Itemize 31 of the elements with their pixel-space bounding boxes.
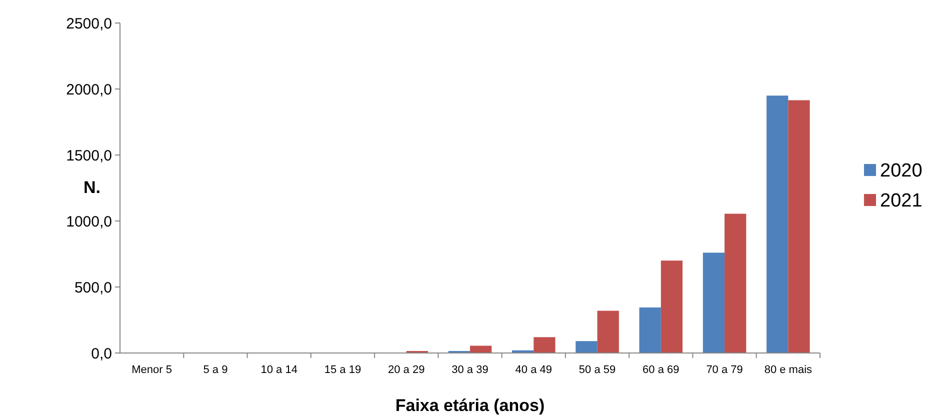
y-tick-label: 1500,0 (66, 147, 112, 164)
bar (470, 346, 492, 353)
x-tick-label: 15 a 19 (324, 364, 362, 376)
bar (788, 100, 810, 353)
x-tick-label: 50 a 59 (578, 364, 616, 376)
y-axis-title: N. (84, 178, 100, 197)
legend-label: 2020 (880, 160, 922, 182)
legend-label: 2021 (880, 190, 922, 212)
y-tick-label: 0,0 (91, 345, 112, 362)
bar (724, 214, 746, 353)
x-tick-label: 60 a 69 (642, 364, 680, 376)
x-axis-title: Faixa etária (anos) (395, 396, 545, 415)
x-tick-label: 80 e mais (764, 364, 813, 376)
x-tick-label: 70 a 79 (706, 364, 743, 376)
x-tick-label: 40 a 49 (515, 364, 552, 376)
x-tick-label: 10 a 14 (260, 364, 298, 376)
y-tick-label: 2000,0 (66, 81, 112, 98)
bar (534, 337, 556, 353)
bar (702, 252, 725, 353)
bar (576, 341, 598, 353)
x-tick-label: 30 a 39 (452, 364, 488, 376)
bar (639, 307, 661, 353)
bar (597, 310, 619, 353)
y-tick-label: 500,0 (74, 279, 112, 296)
y-tick-label: 2500,0 (66, 15, 112, 32)
y-tick-label: 1000,0 (66, 213, 112, 230)
x-tick-label: 20 a 29 (388, 364, 425, 376)
bar (660, 260, 683, 353)
bar (766, 96, 788, 353)
x-tick-label: Menor 5 (132, 364, 172, 376)
x-tick-label: 5 a 9 (203, 364, 228, 376)
